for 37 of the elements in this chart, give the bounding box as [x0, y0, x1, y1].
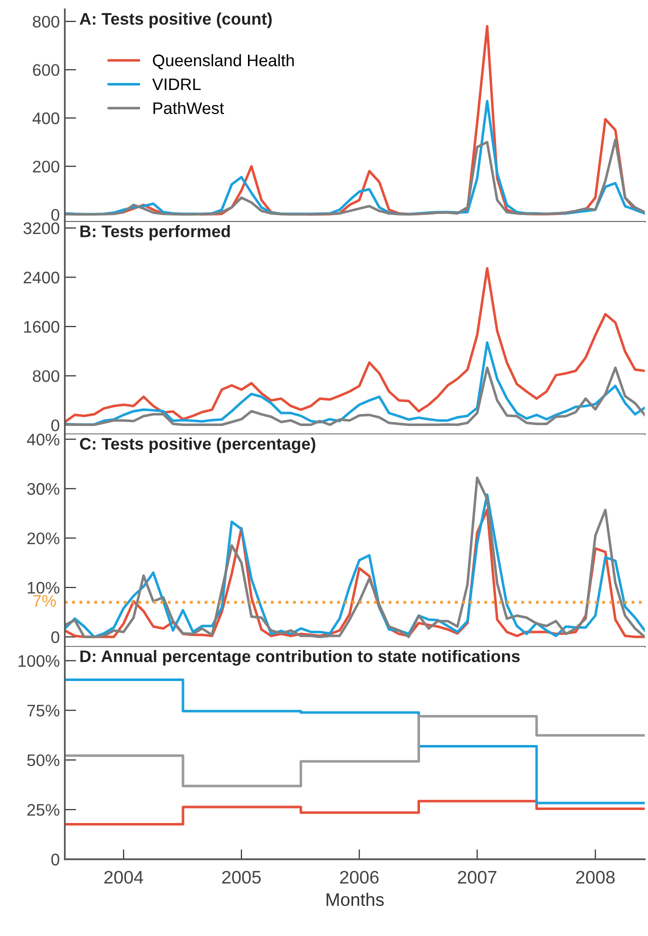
y-tick-label: 50%: [27, 754, 60, 766]
y-tick-label: 400: [32, 112, 60, 124]
y-tick-label: 30%: [27, 483, 60, 495]
line-series: [64, 366, 645, 426]
y-tick-label: 2400: [24, 272, 60, 284]
y-tick-label: 0: [51, 208, 60, 221]
x-axis-title: Months: [326, 892, 384, 906]
chart-title: B: Tests performed: [80, 225, 230, 241]
chart-title: C: Tests positive (percentage): [80, 437, 316, 454]
legend-label: Queensland Health: [152, 54, 294, 70]
y-tick-label: 100%: [18, 655, 60, 667]
y-tick-label: 600: [32, 64, 60, 76]
line-series: [64, 267, 645, 424]
y-tick-label: 0: [51, 419, 60, 432]
y-tick-label: 0: [51, 854, 60, 866]
x-tick-label: 2008: [576, 870, 615, 884]
legend-label: VIDRL: [152, 78, 201, 90]
y-tick-label: 1600: [24, 320, 60, 333]
x-tick-label: 2007: [458, 870, 496, 884]
y-tick-label: 25%: [27, 804, 60, 816]
y-tick-label: 0: [51, 631, 60, 644]
chart-title: A: Tests positive (count): [80, 12, 272, 28]
chart-title: D: Annual percentage contribution to state notifications: [80, 650, 520, 666]
y-tick-label: 800: [32, 370, 60, 382]
y-tick-label: 3200: [24, 222, 60, 234]
y-tick-label: 800: [32, 16, 60, 28]
y-tick-label: 10%: [28, 582, 60, 594]
legend-label: PathWest: [154, 102, 224, 114]
y-tick-label: 40%: [26, 434, 60, 446]
x-tick-label: 2006: [340, 870, 379, 884]
ref-line-label: 7%: [33, 595, 56, 607]
line-series: [64, 138, 645, 216]
y-tick-label: 20%: [27, 532, 60, 544]
x-tick-label: 2004: [104, 870, 144, 884]
y-tick-label: 200: [32, 160, 60, 173]
x-tick-label: 2005: [222, 870, 261, 884]
y-tick-label: 75%: [27, 704, 60, 717]
